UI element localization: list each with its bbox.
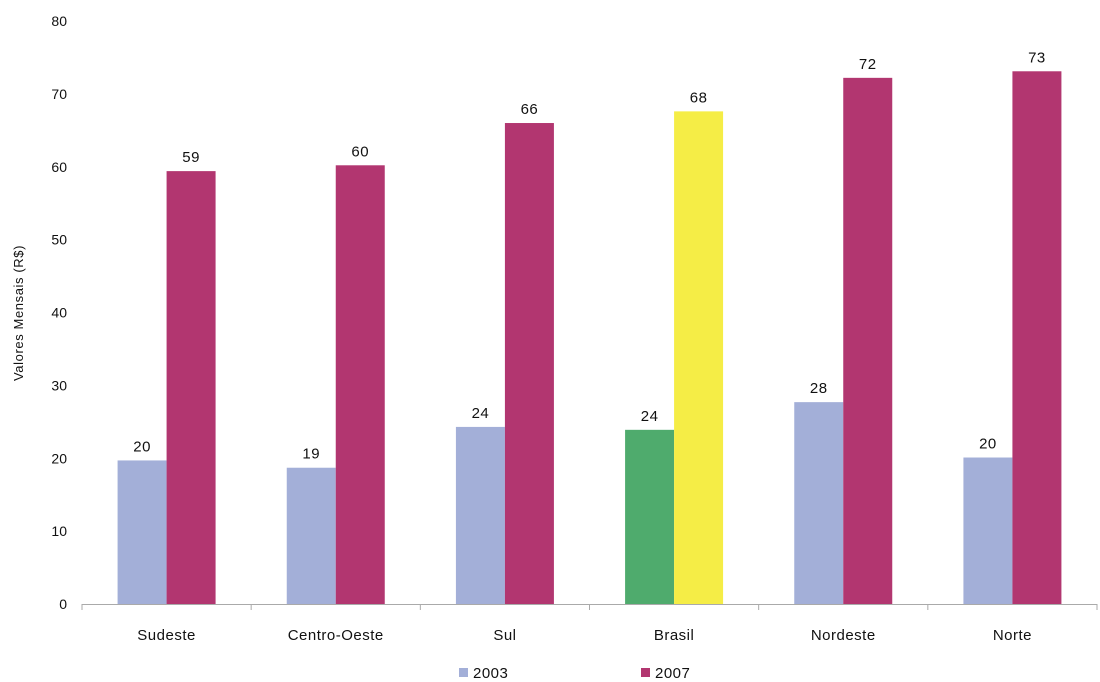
data-label: 28 <box>810 380 828 397</box>
data-label: 20 <box>979 436 997 453</box>
data-label: 24 <box>641 408 659 425</box>
bar-2007-norte <box>1012 71 1062 604</box>
bar-2003-norte <box>963 457 1013 604</box>
legend-swatch-2003 <box>459 668 468 677</box>
category-label: Brasil <box>654 627 695 644</box>
data-label: 66 <box>521 101 539 118</box>
category-label: Nordeste <box>811 627 876 644</box>
y-axis-ticks: 0 10 20 30 40 50 60 70 80 <box>51 13 67 612</box>
y-tick-label: 60 <box>51 159 67 175</box>
legend: 2003 2007 <box>459 665 690 682</box>
bar-2007-centro-oeste <box>335 165 385 605</box>
category-label: Sul <box>493 627 516 644</box>
y-tick-label: 80 <box>51 13 67 29</box>
bar-2003-nordeste <box>794 402 844 604</box>
legend-swatch-2007 <box>641 668 650 677</box>
legend-label: 2007 <box>655 665 690 682</box>
data-labels-group: 20 59 19 60 24 66 24 68 28 72 20 73 <box>133 49 1046 463</box>
bar-2007-nordeste <box>843 77 893 604</box>
y-tick-label: 40 <box>51 305 67 321</box>
category-label: Norte <box>993 627 1032 644</box>
bar-2007-sudeste <box>166 171 216 604</box>
bar-2003-brasil <box>625 429 675 604</box>
category-label: Centro-Oeste <box>288 627 384 644</box>
data-label: 72 <box>859 56 877 73</box>
data-label: 20 <box>133 438 151 455</box>
y-axis-label: Valores Mensais (R$) <box>11 245 26 381</box>
bar-2007-sul <box>504 123 554 605</box>
legend-label: 2003 <box>473 665 508 682</box>
x-axis-categories: Sudeste Centro-Oeste Sul Brasil Nordeste Nort… <box>81 604 1098 644</box>
bar-2003-centro-oeste <box>286 467 336 604</box>
bar-2003-sudeste <box>117 460 167 604</box>
bar-2007-brasil <box>674 111 724 605</box>
y-tick-label: 10 <box>51 523 67 539</box>
data-label: 73 <box>1028 49 1046 66</box>
y-tick-label: 0 <box>59 596 67 612</box>
y-tick-label: 70 <box>51 86 67 102</box>
y-tick-label: 20 <box>51 450 67 466</box>
data-label: 60 <box>351 143 369 160</box>
bar-2003-sul <box>455 426 505 604</box>
y-tick-label: 30 <box>51 377 67 393</box>
data-label: 19 <box>302 446 320 463</box>
bars-group <box>117 71 1062 605</box>
data-label: 24 <box>472 405 490 422</box>
data-label: 68 <box>690 89 708 106</box>
y-tick-label: 50 <box>51 232 67 248</box>
category-label: Sudeste <box>137 627 196 644</box>
data-label: 59 <box>182 149 200 166</box>
